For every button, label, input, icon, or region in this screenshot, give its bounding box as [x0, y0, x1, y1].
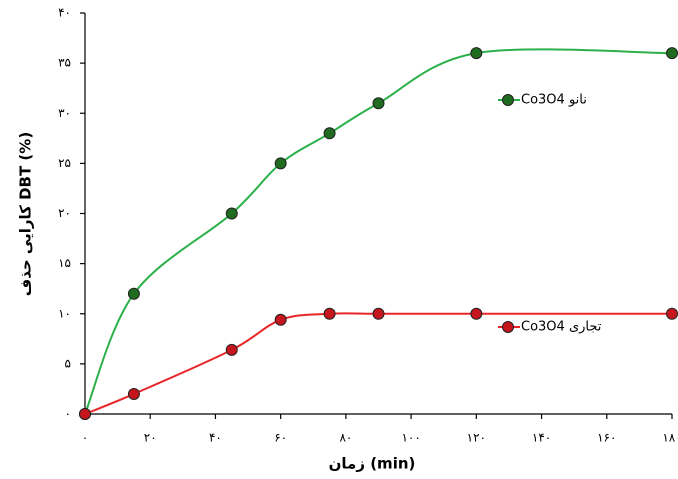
marker	[225, 343, 238, 356]
x-tick-label: ۱۴۰	[532, 431, 551, 445]
marker	[127, 387, 140, 400]
series-line	[84, 312, 672, 415]
legend-marker	[502, 321, 514, 333]
y-tick-label: ۱۵	[58, 256, 71, 270]
x-tick-label: ۰	[82, 431, 88, 445]
marker	[323, 127, 336, 140]
marker	[79, 408, 91, 420]
y-tick-label: ۲۵	[58, 156, 71, 170]
y-tick-label: ۰	[65, 407, 71, 421]
x-tick-label: ۱۰۰	[401, 431, 420, 445]
marker	[225, 207, 238, 220]
x-tick-label: ۱۶۰	[597, 431, 616, 445]
x-tick-label: ۴۰	[209, 431, 222, 445]
marker	[470, 307, 483, 320]
x-tick-label: ۲۰	[144, 431, 157, 445]
x-tick-label: ۱۲۰	[467, 431, 486, 445]
marker	[666, 307, 678, 320]
marker	[274, 313, 287, 326]
y-axis-label: کارایی حذف DBT (%)	[17, 132, 35, 296]
y-tick-label: ۲۰	[58, 206, 71, 220]
x-tick-label: ۶۰	[274, 431, 287, 445]
legend-label: تجاری Co3O4	[521, 320, 602, 335]
legend-marker	[502, 94, 514, 106]
legend-label: نانو Co3O4	[521, 93, 587, 108]
y-tick-label: ۱۰	[58, 306, 71, 320]
marker	[274, 157, 287, 170]
y-tick-label: ۵	[65, 356, 71, 370]
x-tick-label: ۸۰	[339, 431, 352, 445]
marker	[666, 47, 678, 60]
y-tick-label: ۴۰	[58, 6, 71, 20]
x-axis-label: زمان (min)	[329, 455, 416, 473]
marker	[127, 287, 140, 300]
y-tick-label: ۳۵	[58, 56, 71, 70]
y-tick-label: ۳۰	[58, 106, 71, 120]
marker	[323, 307, 336, 320]
marker	[470, 47, 483, 60]
x-tick-label: ۱۸۰	[662, 431, 678, 445]
marker	[372, 97, 385, 110]
marker	[372, 307, 385, 320]
